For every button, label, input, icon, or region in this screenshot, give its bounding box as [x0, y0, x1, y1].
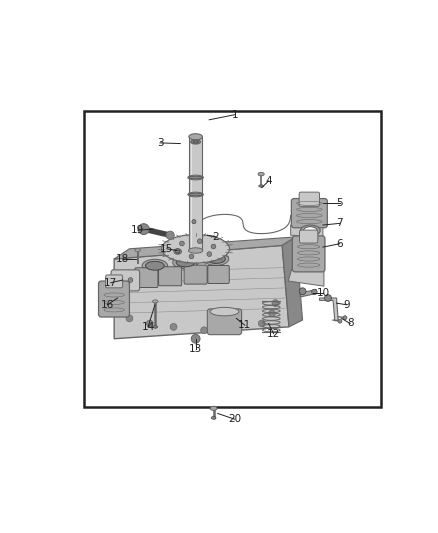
Ellipse shape [174, 249, 181, 254]
Circle shape [128, 278, 133, 282]
Circle shape [166, 231, 174, 239]
Circle shape [211, 244, 216, 249]
Ellipse shape [135, 248, 140, 252]
Ellipse shape [300, 225, 320, 236]
Text: 11: 11 [238, 320, 251, 330]
Text: 2: 2 [213, 232, 219, 242]
Polygon shape [291, 225, 323, 237]
Ellipse shape [153, 326, 158, 328]
Ellipse shape [207, 255, 225, 263]
Polygon shape [300, 289, 316, 297]
Circle shape [268, 310, 276, 317]
Text: 1: 1 [231, 110, 238, 120]
Ellipse shape [162, 235, 230, 263]
Text: 4: 4 [265, 176, 272, 186]
Text: 12: 12 [267, 329, 280, 338]
FancyBboxPatch shape [291, 199, 327, 228]
Ellipse shape [189, 193, 202, 196]
Circle shape [272, 300, 279, 306]
Polygon shape [189, 137, 202, 251]
Text: 7: 7 [336, 219, 343, 228]
Circle shape [138, 224, 149, 235]
Text: 16: 16 [101, 300, 114, 310]
Polygon shape [282, 237, 303, 327]
Ellipse shape [210, 406, 217, 410]
Circle shape [207, 252, 212, 256]
FancyBboxPatch shape [135, 268, 158, 287]
Polygon shape [114, 237, 296, 259]
Circle shape [146, 320, 153, 327]
FancyBboxPatch shape [208, 265, 229, 284]
Text: 8: 8 [347, 319, 353, 328]
Circle shape [126, 315, 133, 322]
FancyBboxPatch shape [293, 236, 325, 272]
Ellipse shape [193, 141, 198, 143]
Circle shape [312, 289, 317, 295]
Text: 10: 10 [316, 288, 329, 298]
Bar [84, 111, 381, 407]
Text: 17: 17 [104, 278, 117, 288]
Circle shape [258, 320, 265, 327]
Ellipse shape [210, 308, 239, 316]
Ellipse shape [191, 140, 200, 144]
Polygon shape [114, 245, 289, 339]
Ellipse shape [188, 192, 203, 197]
Circle shape [201, 327, 208, 334]
Circle shape [192, 220, 196, 224]
Text: 3: 3 [157, 138, 163, 148]
Ellipse shape [258, 172, 264, 176]
FancyBboxPatch shape [299, 192, 320, 206]
Polygon shape [320, 298, 338, 321]
Ellipse shape [145, 261, 164, 270]
Ellipse shape [203, 253, 229, 265]
Ellipse shape [173, 256, 198, 269]
Polygon shape [288, 269, 324, 286]
FancyBboxPatch shape [207, 309, 242, 335]
Ellipse shape [188, 248, 203, 253]
Ellipse shape [188, 175, 203, 180]
Text: 14: 14 [141, 322, 155, 332]
Ellipse shape [259, 185, 264, 187]
Circle shape [180, 241, 184, 246]
Text: 20: 20 [228, 414, 241, 424]
Circle shape [343, 316, 347, 320]
Circle shape [170, 324, 177, 330]
Ellipse shape [304, 227, 317, 234]
FancyBboxPatch shape [159, 267, 182, 286]
Text: 9: 9 [343, 300, 350, 310]
Ellipse shape [211, 416, 216, 419]
Text: 13: 13 [189, 344, 202, 354]
Ellipse shape [189, 134, 202, 140]
Circle shape [325, 295, 332, 302]
Ellipse shape [176, 258, 195, 267]
Text: 5: 5 [336, 198, 343, 208]
Circle shape [299, 288, 306, 295]
Circle shape [338, 319, 342, 323]
Text: 6: 6 [336, 239, 343, 249]
Ellipse shape [142, 260, 168, 272]
FancyBboxPatch shape [106, 275, 123, 288]
Circle shape [118, 278, 123, 282]
Ellipse shape [176, 250, 180, 253]
FancyBboxPatch shape [111, 270, 140, 291]
Text: 19: 19 [131, 225, 145, 235]
Circle shape [231, 327, 238, 334]
FancyBboxPatch shape [300, 230, 318, 243]
FancyBboxPatch shape [184, 265, 207, 284]
Text: 15: 15 [160, 244, 173, 254]
Text: 18: 18 [116, 254, 129, 264]
Circle shape [198, 239, 202, 244]
Ellipse shape [189, 176, 202, 179]
Circle shape [189, 254, 194, 259]
Circle shape [191, 334, 200, 343]
Circle shape [175, 249, 180, 254]
Ellipse shape [152, 300, 158, 303]
FancyBboxPatch shape [99, 281, 129, 317]
